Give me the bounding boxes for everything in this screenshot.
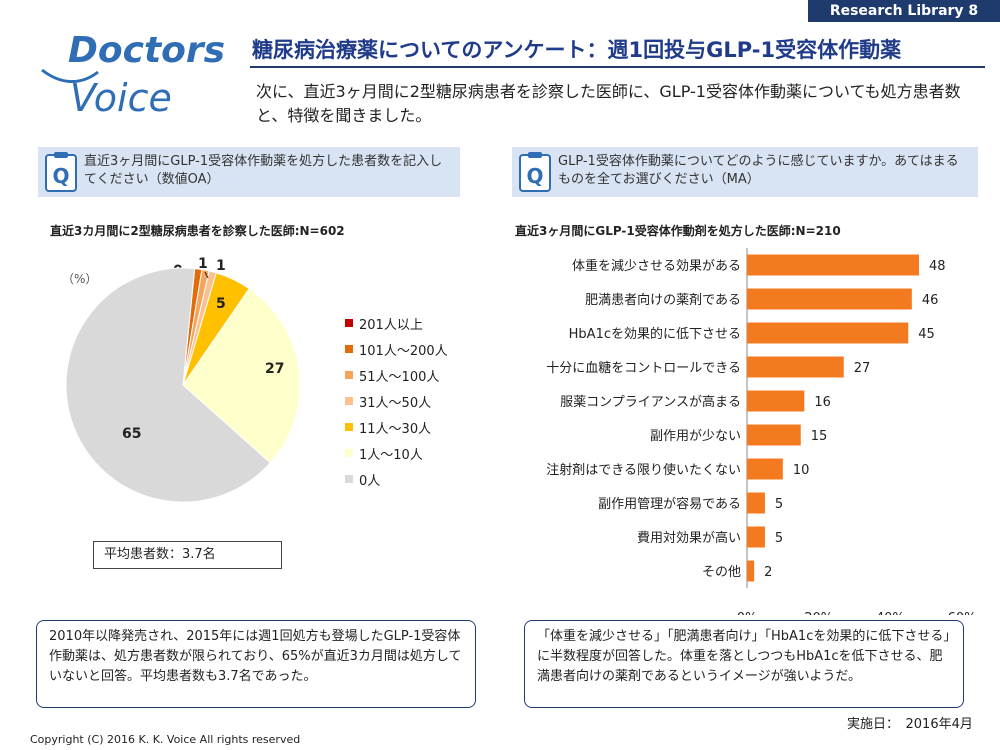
bar-value-label: 45 <box>918 327 935 342</box>
right-summary-note: 「体重を減少させる」「肥満患者向け」「HbA1cを効果的に低下させる」に半数程度… <box>524 620 964 708</box>
legend-swatch <box>345 319 353 327</box>
right-question-text: GLP-1受容体作動薬についてどのように感じていますか。あてはまるものを全てお選… <box>558 154 959 187</box>
legend-item: 31人～50人 <box>345 388 448 414</box>
category-label: 費用対効果が高い <box>637 530 741 546</box>
category-label: 体重を減少させる効果がある <box>572 258 741 274</box>
legend-item: 201人以上 <box>345 310 448 336</box>
legend-swatch <box>345 423 353 431</box>
bar <box>747 288 912 310</box>
pie-data-label: 5 <box>216 296 226 312</box>
category-label: 副作用管理が容易である <box>598 496 741 512</box>
legend-swatch <box>345 397 353 405</box>
logo-swoosh-icon <box>41 68 99 84</box>
legend-item: 0人 <box>345 466 448 492</box>
right-chart-subtitle: 直近3ヶ月間にGLP-1受容体作動剤を処方した医師:N=210 <box>515 224 841 238</box>
page-title: 糖尿病治療薬についてのアンケート：週1回投与GLP-1受容体作動薬 <box>252 38 902 62</box>
title-divider <box>250 66 985 68</box>
x-tick-label: 0% <box>737 611 758 615</box>
pie-chart: 01152765 <box>65 256 301 503</box>
bar <box>747 492 765 514</box>
bar <box>747 424 801 446</box>
percent-unit-label: （%） <box>62 272 98 286</box>
category-label: 肥満患者向けの薬剤である <box>585 292 741 308</box>
research-library-tag: Research Library 8 <box>808 0 1000 22</box>
bar-value-label: 16 <box>814 395 831 410</box>
left-summary-note: 2010年以降発売され、2015年には週1回処方も登場したGLP-1受容体作動薬… <box>36 620 476 708</box>
bar-chart: 体重を減少させる効果がある 48 肥満患者向けの薬剤である 46 HbA1cを効果的に低… <box>546 248 977 615</box>
x-tick-label: 60% <box>948 611 977 615</box>
bar <box>747 356 844 378</box>
bar <box>747 458 783 480</box>
intro-text: 次に、直近3ヶ月間に2型糖尿病患者を診察した医師に、GLP-1受容体作動薬につい… <box>256 82 961 125</box>
bar-value-label: 27 <box>854 361 871 376</box>
copyright: Copyright (C) 2016 K. K. Voice All right… <box>30 733 301 746</box>
legend-swatch <box>345 345 353 353</box>
category-label: 注射剤はできる限り使いたくない <box>546 462 741 478</box>
bar <box>747 254 919 276</box>
legend-label: 101人～200人 <box>359 343 448 359</box>
bar <box>747 526 765 548</box>
left-question-text: 直近3ヶ月間にGLP-1受容体作動薬を処方した患者数を記入してください（数値OA… <box>84 154 443 187</box>
bar-value-label: 2 <box>764 565 772 580</box>
survey-date: 実施日： 2016年4月 <box>847 717 973 732</box>
legend-item: 101人～200人 <box>345 336 448 362</box>
bar <box>747 560 755 582</box>
svg-text:Q: Q <box>52 164 69 188</box>
legend-swatch <box>345 475 353 483</box>
pie-data-label: 1 <box>198 256 208 272</box>
clipboard-q-icon: Q <box>45 152 77 192</box>
legend-item: 1人～10人 <box>345 440 448 466</box>
right-question-box: Q GLP-1受容体作動薬についてどのように感じていますか。あてはまるものを全て… <box>512 147 978 197</box>
pie-data-label: 27 <box>265 361 284 377</box>
pie-legend: 201人以上 101人～200人 51人～100人 31人～50人 11人～30人 1人～… <box>345 310 448 492</box>
bar-value-label: 48 <box>929 259 946 274</box>
bar-value-label: 5 <box>775 497 783 512</box>
pie-data-label: 1 <box>216 258 226 274</box>
legend-label: 31人～50人 <box>359 395 432 411</box>
left-question-box: Q 直近3ヶ月間にGLP-1受容体作動薬を処方した患者数を記入してください（数値… <box>38 147 460 197</box>
x-tick-label: 40% <box>876 611 905 615</box>
category-label: 服薬コンプライアンスが高まる <box>560 394 741 410</box>
logo-word-1: Doctors <box>68 30 226 71</box>
legend-item: 51人～100人 <box>345 362 448 388</box>
legend-label: 11人～30人 <box>359 421 432 437</box>
legend-label: 51人～100人 <box>359 369 440 385</box>
average-patients-box: 平均患者数：3.7名 <box>93 541 282 569</box>
category-label: 十分に血糖をコントロールできる <box>546 360 741 376</box>
category-label: HbA1cを効果的に低下させる <box>569 326 741 342</box>
bar-value-label: 10 <box>793 463 810 478</box>
category-label: その他 <box>702 565 741 580</box>
pie-slice <box>65 267 272 503</box>
bar <box>747 390 805 412</box>
legend-swatch <box>345 371 353 379</box>
logo-word-2: Voice <box>70 76 172 120</box>
pie-data-label: 65 <box>122 426 141 442</box>
legend-label: 0人 <box>359 473 381 489</box>
doctors-voice-logo: Doctors Voice <box>40 28 225 124</box>
bar-value-label: 15 <box>811 429 828 444</box>
clipboard-q-icon: Q <box>519 152 551 192</box>
legend-swatch <box>345 449 353 457</box>
legend-label: 1人～10人 <box>359 447 423 463</box>
pie-slice <box>182 287 301 464</box>
legend-item: 11人～30人 <box>345 414 448 440</box>
svg-text:Q: Q <box>526 164 543 188</box>
bar-value-label: 46 <box>922 293 939 308</box>
bar <box>747 322 909 344</box>
left-chart-subtitle: 直近3カ月間に2型糖尿病患者を診察した医師:N=602 <box>50 224 345 238</box>
x-tick-label: 20% <box>804 611 833 615</box>
category-label: 副作用が少ない <box>650 429 741 444</box>
legend-label: 201人以上 <box>359 317 423 333</box>
bar-value-label: 5 <box>775 531 783 546</box>
pie-leader-line <box>204 271 209 279</box>
